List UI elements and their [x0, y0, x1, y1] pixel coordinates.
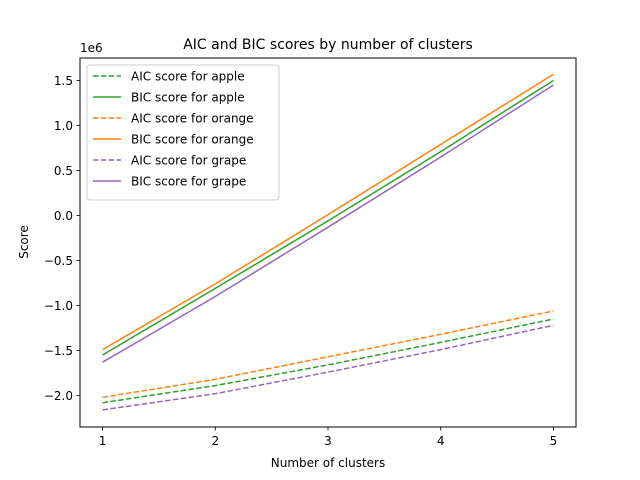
series-line-2 [102, 79, 554, 356]
chart-title: AIC and BIC scores by number of clusters [183, 37, 473, 53]
legend-label: AIC score for grape [131, 154, 246, 168]
x-tick-label: 2 [211, 434, 219, 448]
legend-label: AIC score for apple [131, 70, 245, 84]
legend-label: BIC score for orange [131, 133, 254, 147]
legend-label: AIC score for orange [131, 112, 254, 126]
x-tick-label: 1 [99, 434, 107, 448]
series-line-1 [102, 318, 554, 404]
y-tick-label: −2.0 [44, 389, 73, 403]
legend-box [86, 64, 280, 201]
y-tick-label: 1.0 [54, 119, 73, 133]
y-tick-label: −1.5 [44, 344, 73, 358]
y-axis: −2.0 −1.5 −1.0 −0.5 0.0 0.5 1.0 1.5 [44, 74, 80, 403]
series-line-6 [102, 84, 554, 363]
x-axis: 1 2 3 4 5 [99, 427, 558, 448]
legend: AIC score for apple BIC score for apple AI… [86, 64, 280, 201]
series-line-3 [102, 310, 554, 399]
y-offset-label: 1e6 [80, 41, 103, 55]
y-tick-label: 0.0 [54, 209, 73, 223]
x-tick-label: 5 [550, 434, 558, 448]
y-tick-label: 1.5 [54, 74, 73, 88]
y-tick-label: 0.5 [54, 164, 73, 178]
series-line-5 [102, 324, 554, 411]
plot-area [102, 73, 554, 411]
legend-label: BIC score for grape [131, 175, 246, 189]
legend-label: BIC score for apple [131, 91, 245, 105]
x-axis-label: Number of clusters [271, 456, 385, 470]
y-tick-label: −0.5 [44, 254, 73, 268]
y-axis-label: Score [17, 225, 31, 259]
x-tick-label: 4 [437, 434, 445, 448]
x-tick-label: 3 [324, 434, 332, 448]
y-tick-label: −1.0 [44, 299, 73, 313]
series-line-4 [102, 73, 554, 351]
